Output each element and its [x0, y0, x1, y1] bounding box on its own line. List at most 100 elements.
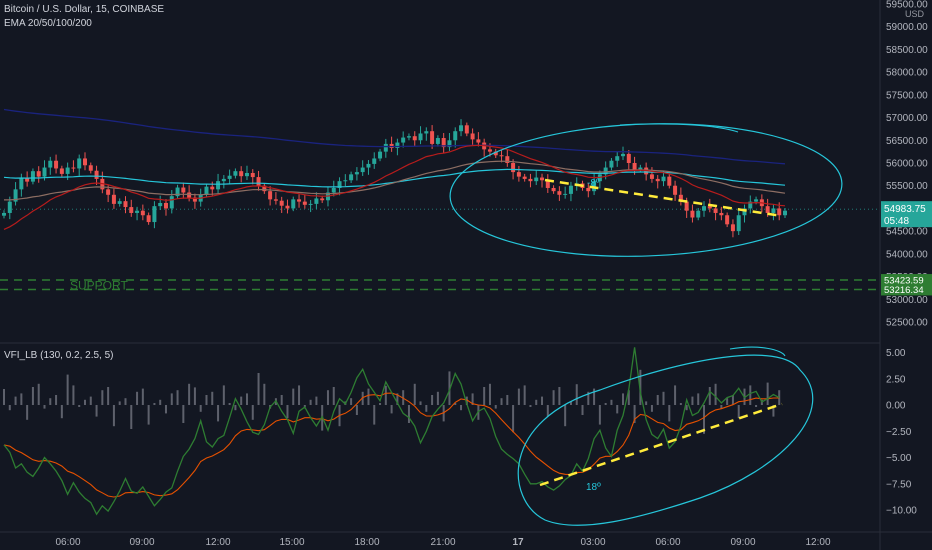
- volume-bar: [569, 401, 572, 405]
- volume-bar: [309, 399, 312, 405]
- volume-bar: [107, 387, 110, 405]
- volume-bar: [298, 385, 301, 405]
- candle: [528, 178, 533, 182]
- candle: [204, 186, 209, 195]
- volume-bar: [604, 403, 607, 405]
- candle: [163, 202, 168, 209]
- volume-bar: [546, 405, 549, 417]
- candle: [94, 170, 99, 179]
- volume-bar: [691, 396, 694, 405]
- candle: [661, 176, 666, 182]
- volume-bar: [558, 387, 561, 405]
- candle: [783, 210, 787, 216]
- candle: [499, 155, 504, 157]
- volume-bar: [674, 385, 677, 405]
- candle: [730, 224, 735, 232]
- volume-bar: [14, 396, 17, 405]
- price-tick-label: 59500.00: [886, 0, 928, 11]
- ema50-line: [4, 160, 786, 201]
- volume-bar: [685, 405, 688, 411]
- volume-bar: [384, 385, 387, 405]
- volume-bar: [72, 385, 75, 405]
- candle: [401, 137, 406, 143]
- candle: [412, 136, 417, 141]
- volume-bar: [726, 398, 729, 405]
- volume-bar: [326, 390, 329, 405]
- candle: [493, 151, 498, 156]
- time-tick-label: 12:00: [205, 537, 230, 548]
- price-tick-label: 56500.00: [886, 136, 928, 147]
- candle: [534, 177, 539, 182]
- volume-bar: [136, 391, 139, 405]
- volume-bar: [598, 405, 601, 425]
- ema20-line: [3, 144, 786, 230]
- volume-bar: [350, 398, 353, 405]
- candle: [187, 192, 192, 198]
- time-tick-label: 12:00: [805, 537, 830, 548]
- candle: [667, 176, 672, 186]
- candle: [262, 185, 267, 192]
- candle: [459, 125, 464, 132]
- volume-bar: [315, 396, 318, 405]
- candle: [13, 189, 18, 202]
- volume-bar: [407, 405, 410, 423]
- price-tick-label: 55500.00: [886, 181, 928, 192]
- volume-bar: [217, 405, 220, 422]
- candle: [181, 187, 186, 193]
- volume-bar: [500, 398, 503, 405]
- vfi-legend: VFI_LB (130, 0.2, 2.5, 5): [4, 350, 114, 361]
- volume-bar: [541, 396, 544, 405]
- volume-bar: [656, 395, 659, 405]
- volume-bar: [714, 383, 717, 405]
- volume-bar: [396, 393, 399, 405]
- candle: [713, 208, 718, 213]
- candle: [48, 160, 53, 168]
- candle: [169, 196, 174, 209]
- candle: [742, 208, 747, 216]
- candle: [395, 142, 400, 149]
- candle: [603, 167, 608, 175]
- volume-bar: [627, 390, 630, 405]
- candle: [626, 153, 631, 163]
- candle: [123, 201, 128, 208]
- volume-bar: [112, 405, 115, 427]
- volume-bar: [37, 383, 40, 405]
- time-tick-label: 18:00: [354, 537, 379, 548]
- candle: [551, 187, 556, 192]
- volume-bar: [182, 405, 185, 423]
- candle: [453, 131, 458, 141]
- candle: [146, 215, 151, 223]
- candle: [42, 167, 47, 177]
- candle: [227, 175, 232, 179]
- candle: [545, 180, 550, 188]
- candle: [511, 163, 516, 173]
- volume-bar: [141, 388, 144, 405]
- candle: [609, 160, 614, 168]
- candle: [30, 171, 35, 182]
- candle: [19, 177, 24, 190]
- candle: [320, 198, 325, 201]
- candle: [337, 181, 342, 188]
- candle: [111, 194, 116, 204]
- candle: [476, 139, 481, 143]
- candle: [117, 201, 122, 204]
- candle: [152, 206, 157, 223]
- candle: [221, 178, 226, 182]
- volume-bar: [523, 385, 526, 405]
- volume-bar: [263, 383, 266, 405]
- volume-bar: [228, 403, 231, 405]
- volume-bar: [622, 393, 625, 405]
- candle: [765, 206, 770, 213]
- candle: [464, 125, 469, 134]
- annotations: -8º 18º: [449, 123, 843, 526]
- volume-bar: [240, 396, 243, 405]
- volume-bar: [280, 395, 283, 405]
- volume-bar: [367, 388, 370, 405]
- candle: [586, 187, 591, 192]
- candle: [273, 199, 278, 201]
- candle: [250, 172, 255, 178]
- ema-lines: [3, 108, 786, 230]
- candle: [360, 167, 365, 173]
- candle: [678, 194, 683, 202]
